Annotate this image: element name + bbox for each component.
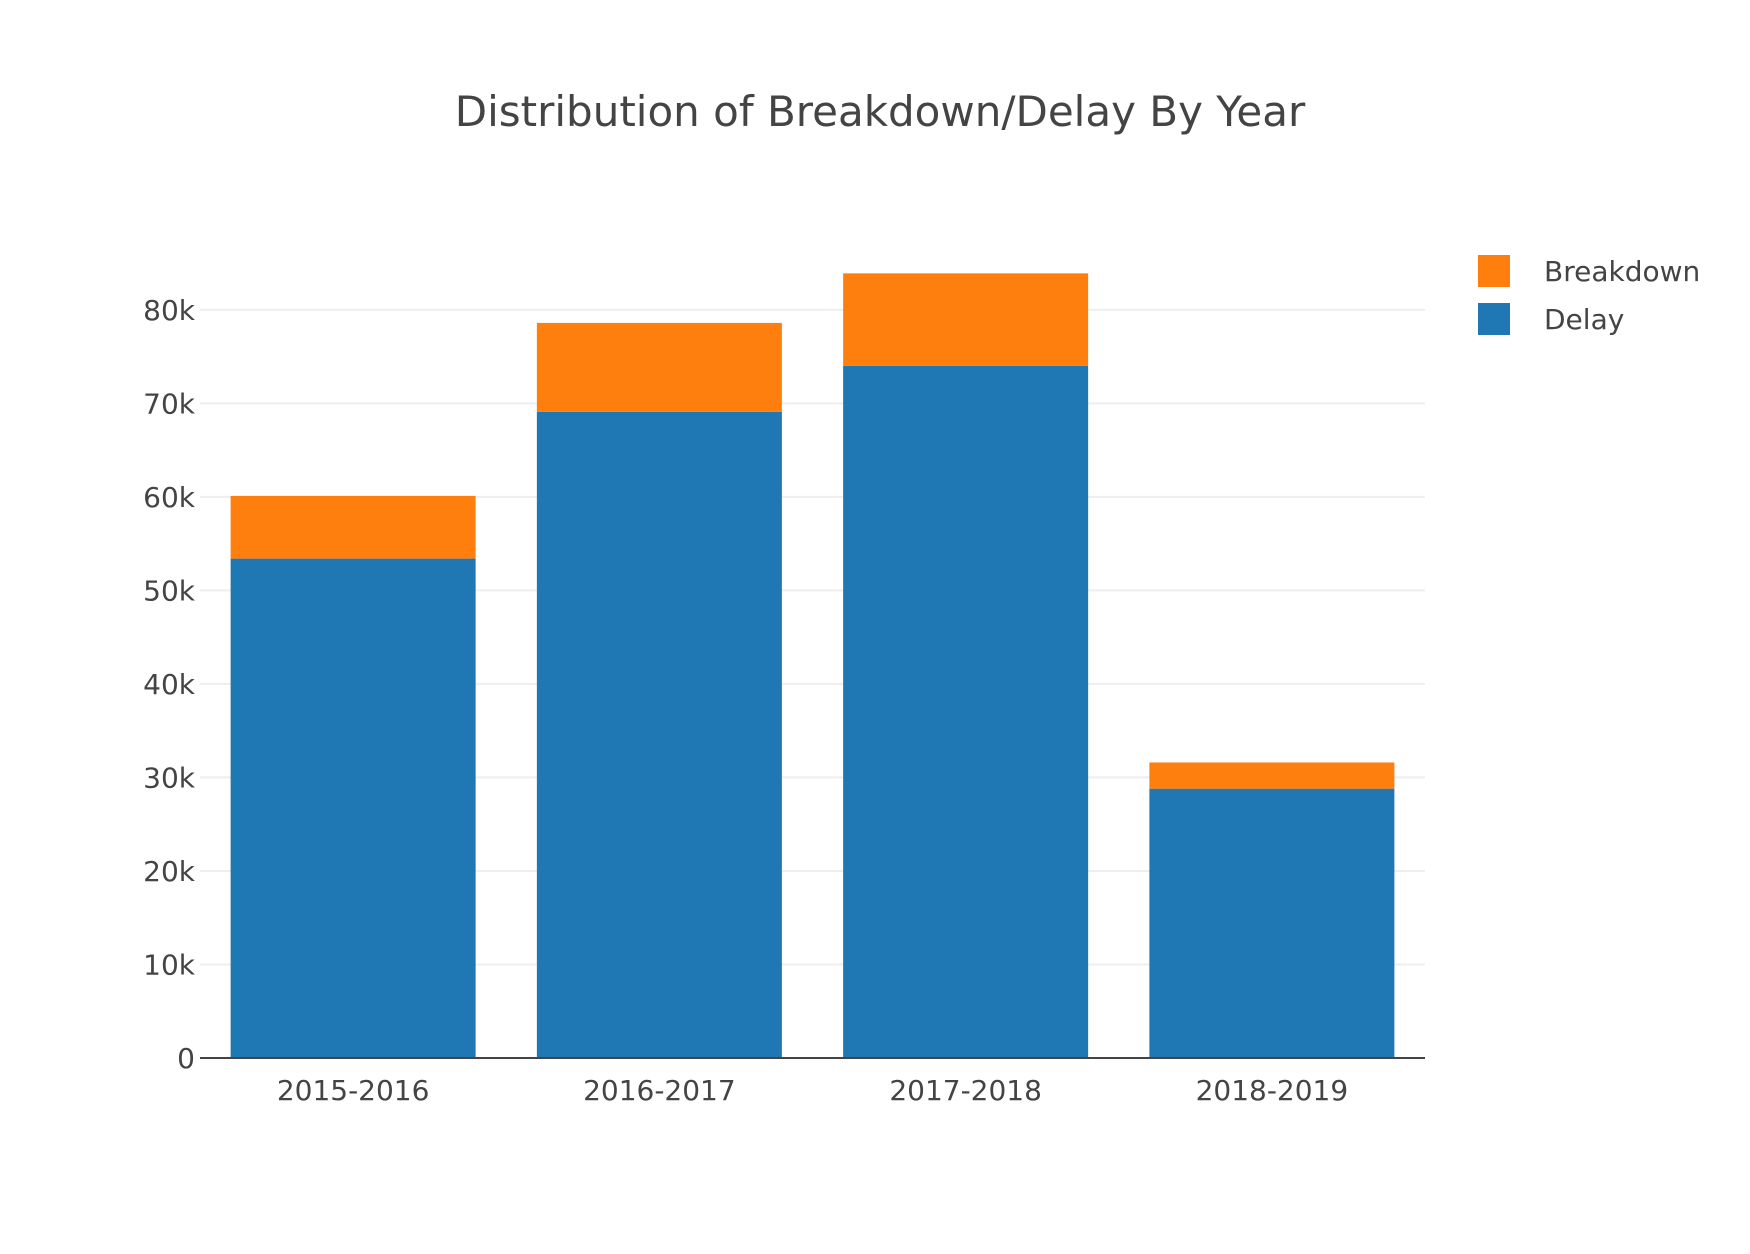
y-tick-label: 60k [143,481,196,514]
legend: Breakdown Delay [1478,255,1700,336]
x-tick-label: 2016-2017 [583,1074,736,1107]
x-tick-label: 2015-2016 [277,1074,430,1107]
chart-title: Distribution of Breakdown/Delay By Year [455,87,1306,136]
bar-delay-2015-2016[interactable] [230,558,476,1058]
y-tick-label: 10k [143,948,196,981]
legend-label-breakdown[interactable]: Breakdown [1544,255,1700,288]
axis-layer: 0 10k 20k 30k 40k 50k 60k 70k 80k 2015-2016 2016-2… [143,294,1425,1107]
bar-breakdown-2015-2016[interactable] [230,495,476,559]
y-tick-label: 50k [143,574,196,607]
y-tick-label: 40k [143,668,196,701]
y-tick-label: 20k [143,855,196,888]
bar-delay-2018-2019[interactable] [1149,788,1395,1058]
legend-swatch-breakdown[interactable] [1478,255,1510,287]
bar-breakdown-2018-2019[interactable] [1149,762,1395,789]
legend-swatch-delay[interactable] [1478,303,1510,335]
x-tick-label: 2017-2018 [889,1074,1042,1107]
y-tick-label: 0 [177,1042,195,1075]
legend-label-delay[interactable]: Delay [1544,303,1624,336]
bar-layer [230,273,1395,1059]
x-tick-label: 2018-2019 [1196,1074,1349,1107]
y-tick-label: 80k [143,294,196,327]
bar-delay-2016-2017[interactable] [536,411,782,1059]
bar-delay-2017-2018[interactable] [843,365,1089,1058]
y-tick-label: 30k [143,761,196,794]
bar-breakdown-2017-2018[interactable] [843,273,1089,366]
y-tick-label: 70k [143,387,196,420]
bar-breakdown-2016-2017[interactable] [536,322,782,412]
